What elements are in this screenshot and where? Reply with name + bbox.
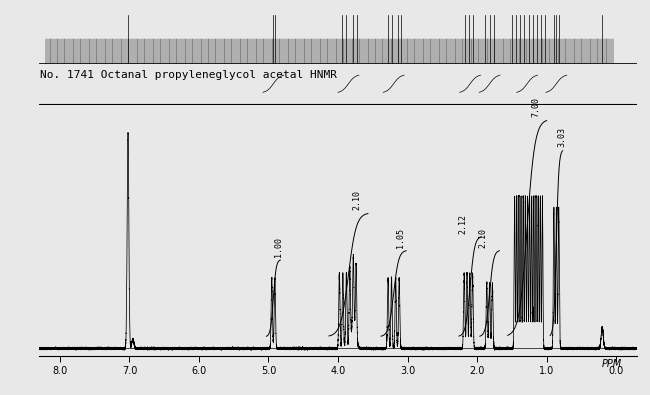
Text: PPM: PPM (602, 359, 621, 369)
Text: 1.05: 1.05 (396, 228, 405, 248)
Text: 7.00: 7.00 (531, 97, 540, 117)
Text: 3.03: 3.03 (558, 127, 566, 147)
Text: 1.00: 1.00 (274, 237, 283, 257)
Text: No. 1741 Octanal propyleneglycol acetal HNMR: No. 1741 Octanal propyleneglycol acetal … (40, 70, 337, 79)
Text: 2.12: 2.12 (459, 214, 467, 234)
Text: 2.10: 2.10 (478, 228, 487, 248)
Text: 2.10: 2.10 (352, 190, 361, 211)
